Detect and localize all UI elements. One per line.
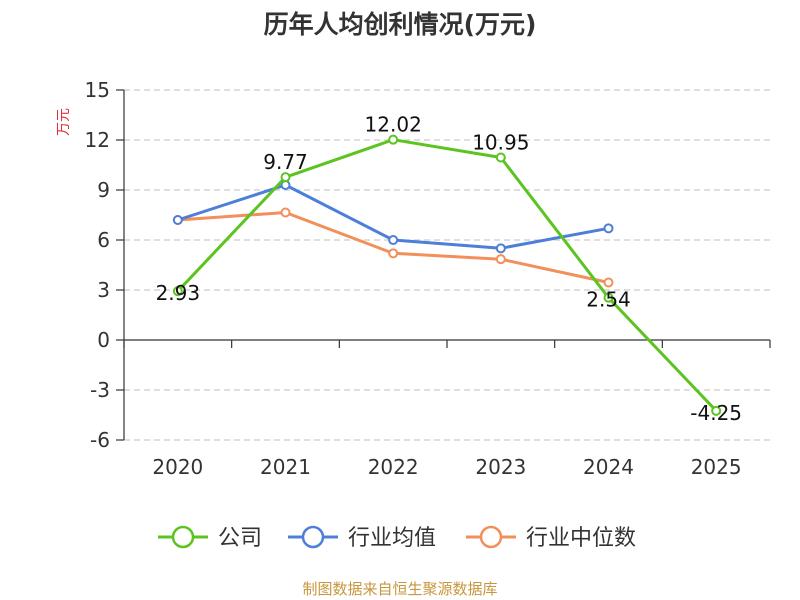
x-tick-label: 2022 bbox=[368, 455, 419, 479]
series-layer bbox=[172, 134, 722, 416]
data-point bbox=[388, 248, 399, 259]
data-point bbox=[603, 277, 614, 288]
series-line bbox=[176, 138, 718, 412]
x-tick-label: 2025 bbox=[691, 455, 742, 479]
legend-label: 行业均值 bbox=[348, 526, 436, 551]
data-point bbox=[280, 172, 291, 183]
y-tick-label: 6 bbox=[97, 228, 110, 252]
series-1 bbox=[172, 180, 614, 254]
y-tick-label: -3 bbox=[90, 378, 110, 402]
legend-marker bbox=[301, 525, 325, 549]
data-point bbox=[172, 215, 183, 225]
data-point bbox=[172, 286, 183, 297]
y-tick-label: 3 bbox=[97, 278, 110, 302]
data-point bbox=[711, 405, 722, 416]
axes: -6 -3 0 3 6 9 12 15 2020 2021 2022 2023 2024 2025 bbox=[85, 78, 771, 479]
x-tick-label: 2021 bbox=[260, 455, 311, 479]
x-tick-label: 2024 bbox=[583, 455, 634, 479]
legend-item-1: 行业均值 bbox=[288, 525, 436, 551]
data-point bbox=[495, 254, 506, 265]
x-tick-label: 2020 bbox=[152, 455, 203, 479]
data-point bbox=[388, 235, 399, 245]
data-label: 2.54 bbox=[586, 288, 631, 312]
grid-lines bbox=[124, 89, 770, 441]
data-labels: 2.93 9.77 12.02 10.95 2.54 -4.25 bbox=[156, 113, 742, 425]
x-tick-label: 2023 bbox=[475, 455, 526, 479]
data-point bbox=[603, 292, 614, 303]
y-tick-label: -6 bbox=[90, 428, 110, 452]
chart-title: 历年人均创利情况(万元) bbox=[264, 10, 537, 39]
data-label: -4.25 bbox=[690, 401, 742, 425]
legend-item-0: 公司 bbox=[158, 525, 262, 551]
data-point bbox=[495, 243, 506, 254]
y-tick-label: 15 bbox=[85, 78, 110, 102]
data-label: 2.93 bbox=[156, 281, 201, 305]
y-tick-label: 9 bbox=[97, 178, 110, 202]
series-0 bbox=[172, 134, 722, 416]
y-axis-unit-label: 万元 bbox=[56, 108, 72, 136]
data-point bbox=[603, 223, 614, 234]
series-2 bbox=[172, 207, 614, 288]
data-label: 9.77 bbox=[263, 150, 308, 174]
y-tick-label: 0 bbox=[97, 328, 110, 352]
legend: 公司 行业均值 行业中位数 bbox=[158, 525, 636, 551]
legend-marker bbox=[171, 525, 195, 549]
data-point bbox=[495, 152, 506, 163]
y-tick-label: 12 bbox=[85, 128, 110, 152]
data-label: 12.02 bbox=[365, 113, 422, 137]
data-point bbox=[388, 134, 399, 145]
legend-label: 行业中位数 bbox=[526, 526, 636, 551]
legend-label: 公司 bbox=[218, 526, 262, 551]
legend-marker bbox=[479, 525, 503, 549]
source-note: 制图数据来自恒生聚源数据库 bbox=[302, 580, 497, 598]
data-label: 10.95 bbox=[472, 131, 529, 155]
legend-item-2: 行业中位数 bbox=[466, 525, 636, 551]
data-point bbox=[280, 207, 291, 218]
